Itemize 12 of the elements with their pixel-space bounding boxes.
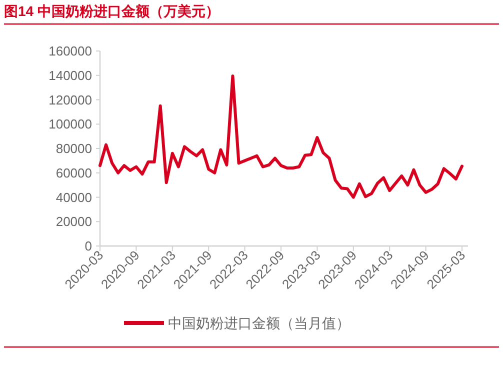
y-tick-label: 20000: [56, 214, 92, 230]
y-tick-label: 160000: [48, 44, 92, 58]
chart-title: 图14 中国奶粉进口金额（万美元）: [4, 3, 220, 19]
y-tick-label: 40000: [56, 190, 92, 205]
y-tick-label: 80000: [56, 141, 92, 156]
line-series: [98, 74, 464, 199]
y-tick-label: 140000: [48, 68, 92, 83]
y-tick-label: 100000: [48, 116, 92, 132]
y-tick-label: 0: [84, 238, 92, 254]
y-tick-label: 120000: [48, 92, 92, 108]
legend-label: 中国奶粉进口金额（当月值）: [168, 315, 350, 331]
y-tick-label: 60000: [56, 165, 92, 180]
